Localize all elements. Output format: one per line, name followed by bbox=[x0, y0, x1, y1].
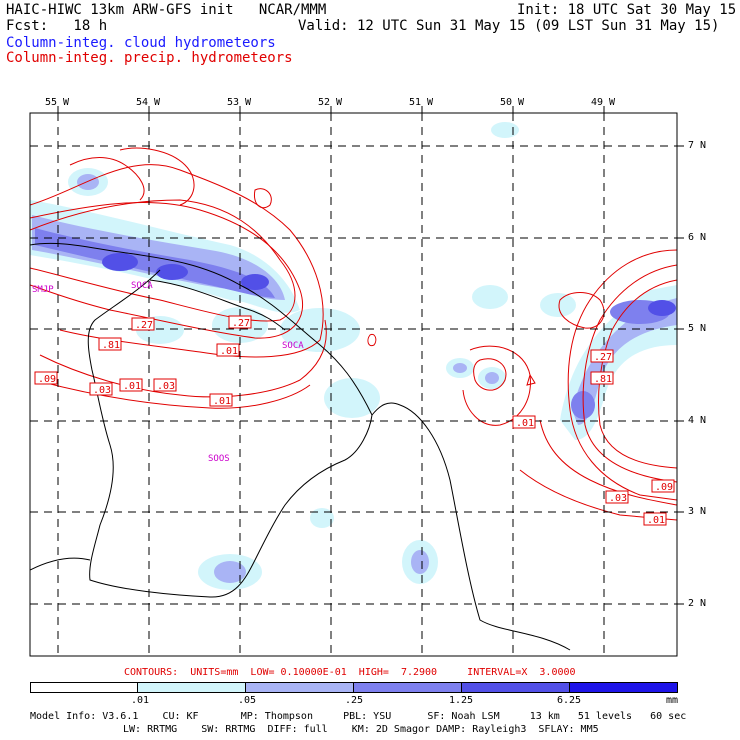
colorbar-label: .05 bbox=[238, 695, 257, 706]
contour-label: .81 bbox=[594, 374, 612, 385]
coastline bbox=[30, 242, 571, 651]
lat-label: 4 N bbox=[688, 415, 707, 426]
colorbar-segment bbox=[353, 682, 462, 693]
colorbar-segment bbox=[569, 682, 678, 693]
lat-label: 5 N bbox=[688, 323, 707, 334]
header-forecast: Fcst: 18 h bbox=[6, 18, 108, 34]
contour-label: .01 bbox=[516, 418, 534, 429]
contour-label: .03 bbox=[609, 493, 627, 504]
model-info-line1: Model Info: V3.6.1 CU: KF MP: Thompson P… bbox=[30, 711, 687, 722]
contour-label: .03 bbox=[157, 381, 175, 392]
precip-contours bbox=[30, 147, 677, 521]
contour-label: .27 bbox=[594, 352, 612, 363]
legend-precip: Column-integ. precip. hydrometeors bbox=[6, 50, 293, 66]
legend-cloud: Column-integ. cloud hydrometeors bbox=[6, 35, 276, 51]
station-label: SOCA bbox=[282, 341, 304, 351]
contours-info: CONTOURS: UNITS=mm LOW= 0.10000E-01 HIGH… bbox=[124, 667, 576, 678]
lat-label: 6 N bbox=[688, 232, 707, 243]
contour-label: .01 bbox=[220, 346, 238, 357]
lon-label: 52 W bbox=[318, 97, 343, 108]
lon-label: 50 W bbox=[500, 97, 525, 108]
header-init: Init: 18 UTC Sat 30 May 15 bbox=[517, 2, 737, 18]
lon-label: 55 W bbox=[45, 97, 70, 108]
colorbar-units: mm bbox=[666, 695, 679, 706]
colorbar-label: .01 bbox=[131, 695, 150, 706]
colorbar-label: 6.25 bbox=[557, 695, 582, 706]
colorbar-segment bbox=[30, 682, 138, 693]
contour-label: .27 bbox=[232, 318, 250, 329]
contour-label: .09 bbox=[38, 374, 56, 385]
station-label: SOOS bbox=[208, 454, 230, 464]
contour-label: .01 bbox=[213, 396, 231, 407]
lat-label: 3 N bbox=[688, 506, 707, 517]
lon-label: 53 W bbox=[227, 97, 252, 108]
colorbar-segment bbox=[461, 682, 570, 693]
contour-label: .81 bbox=[102, 340, 120, 351]
header-title: HAIC-HIWC 13km ARW-GFS init NCAR/MMM bbox=[6, 2, 327, 18]
header-valid: Valid: 12 UTC Sun 31 May 15 (09 LST Sun … bbox=[298, 18, 720, 34]
cloud-shading bbox=[30, 122, 677, 590]
lon-label: 54 W bbox=[136, 97, 161, 108]
station-label: SMJP bbox=[32, 285, 54, 295]
colorbar-label: .25 bbox=[345, 695, 364, 706]
model-info-line2: LW: RRTMG SW: RRTMG DIFF: full KM: 2D Sm… bbox=[123, 724, 599, 735]
colorbar-segment bbox=[137, 682, 246, 693]
contour-label-boxes bbox=[34, 315, 675, 526]
plot-frame bbox=[29, 112, 678, 657]
contour-label: .27 bbox=[135, 320, 153, 331]
colorbar-label: 1.25 bbox=[449, 695, 474, 706]
lat-label: 7 N bbox=[688, 140, 707, 151]
station-label: SOCA bbox=[131, 281, 153, 291]
contour-label: .01 bbox=[647, 515, 665, 526]
contour-label: .09 bbox=[655, 482, 673, 493]
colorbar-segment bbox=[245, 682, 354, 693]
lat-label: 2 N bbox=[688, 598, 707, 609]
lon-label: 49 W bbox=[591, 97, 616, 108]
lat-lon-grid bbox=[30, 113, 677, 656]
contour-label: .01 bbox=[123, 381, 141, 392]
contour-label: .03 bbox=[93, 385, 111, 396]
axis-ticks bbox=[57, 106, 684, 605]
lon-label: 51 W bbox=[409, 97, 434, 108]
